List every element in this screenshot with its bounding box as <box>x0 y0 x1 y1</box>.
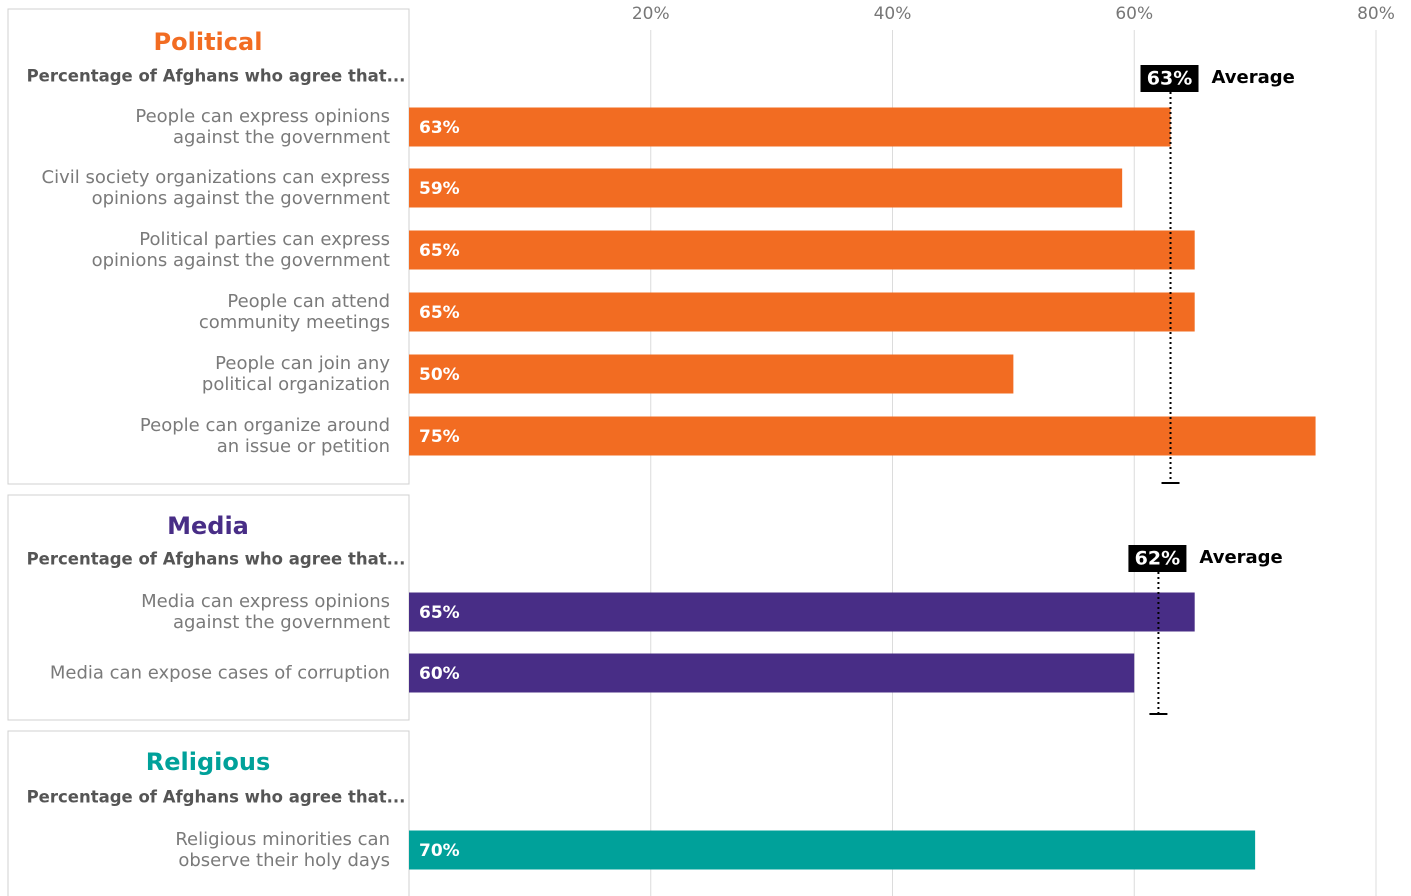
value-label: 63% <box>419 118 460 138</box>
panel-box <box>7 8 410 485</box>
value-label: 70% <box>419 841 460 861</box>
bar <box>409 107 1171 147</box>
category-label: Religious minorities can observe their h… <box>175 829 390 871</box>
value-label: 65% <box>419 241 460 261</box>
panel-box <box>7 730 410 896</box>
average-box <box>1128 545 1187 572</box>
value-label: 59% <box>419 179 460 199</box>
panel-title: Media <box>167 512 249 540</box>
value-label: 75% <box>419 427 460 447</box>
bar <box>409 168 1123 208</box>
panel-subtitle: Percentage of Afghans who agree that... <box>27 550 406 569</box>
x-tick-label: 80% <box>1357 4 1395 24</box>
average-text: Average <box>1199 547 1282 568</box>
value-label: 60% <box>419 664 460 684</box>
bar <box>409 592 1195 632</box>
category-label: Political parties can express opinions a… <box>91 229 390 271</box>
bar <box>409 230 1195 270</box>
value-label: 65% <box>419 603 460 623</box>
category-label: Civil society organizations can express … <box>41 167 391 209</box>
bar <box>409 416 1316 456</box>
bar <box>409 830 1256 870</box>
category-label: People can express opinions against the … <box>135 106 390 148</box>
value-label: 65% <box>419 303 460 323</box>
average-text: Average <box>1212 67 1295 88</box>
panel-title: Political <box>154 28 263 56</box>
category-label: People can organize around an issue or p… <box>139 415 390 457</box>
x-tick-label: 40% <box>874 4 912 24</box>
category-label: Media can express opinions against the g… <box>141 591 390 633</box>
x-tick-label: 20% <box>632 4 670 24</box>
panel-box <box>7 494 410 721</box>
panel-subtitle: Percentage of Afghans who agree that... <box>27 67 406 86</box>
bar <box>409 292 1195 332</box>
bar <box>409 653 1135 693</box>
category-label: People can attend community meetings <box>198 291 390 333</box>
value-label: 50% <box>419 365 460 385</box>
panel-subtitle: Percentage of Afghans who agree that... <box>27 788 406 807</box>
panel-title: Religious <box>146 748 270 776</box>
bar <box>409 354 1014 394</box>
x-tick-label: 60% <box>1115 4 1153 24</box>
category-label: People can join any political organizati… <box>201 353 390 395</box>
average-value: 63% <box>1147 68 1192 90</box>
average-value: 62% <box>1135 548 1180 570</box>
average-box <box>1140 65 1199 92</box>
category-label: Media can expose cases of corruption <box>49 662 390 684</box>
